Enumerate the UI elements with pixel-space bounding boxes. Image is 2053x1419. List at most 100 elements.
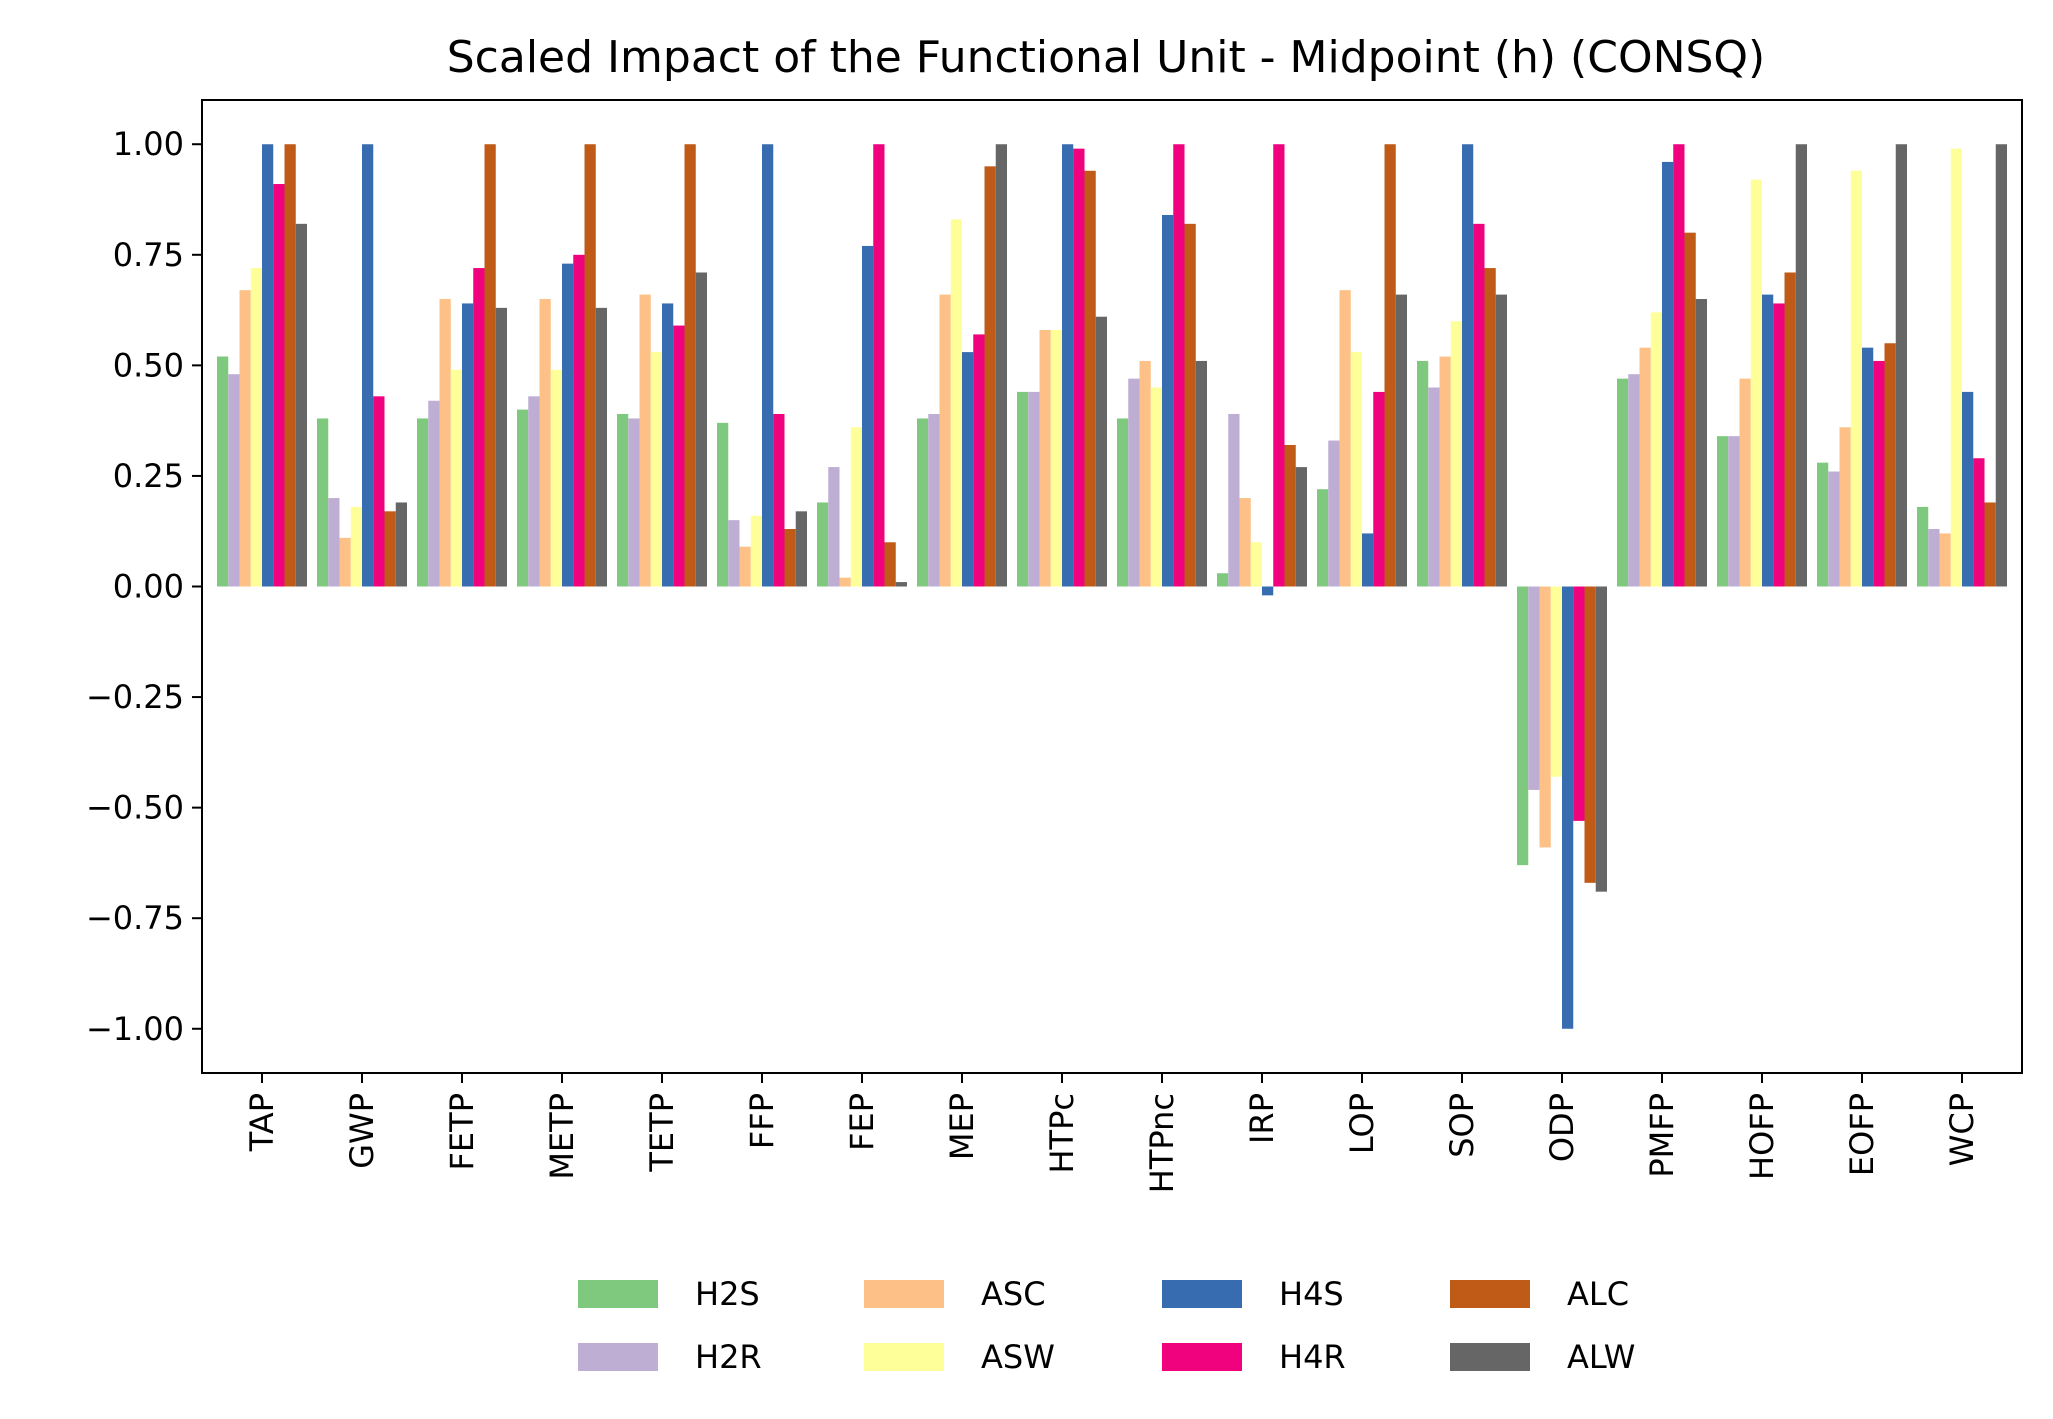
bar-alc-fetp (484, 144, 496, 587)
bar-asw-lop (1350, 352, 1362, 587)
bar-alw-tetp (695, 272, 707, 587)
bar-h4s-ffp (762, 144, 774, 587)
bar-h2s-irp (1217, 573, 1229, 587)
bar-h2r-fetp (428, 400, 440, 587)
x-tick-label: TETP (643, 1093, 681, 1173)
bar-h4r-tap (273, 184, 285, 587)
legend-label-h4s: H4S (1279, 1275, 1344, 1313)
bar-asw-gwp (350, 506, 362, 587)
bar-h4s-metp (562, 263, 574, 587)
bar-h2r-pmfp (1628, 374, 1640, 587)
bar-h4s-mep (962, 352, 974, 587)
bar-alc-mep (984, 166, 996, 587)
bar-h2s-tetp (617, 414, 629, 587)
bar-asw-hofp (1750, 179, 1762, 587)
bar-h4r-fep (873, 144, 885, 587)
bar-asw-fep (850, 427, 862, 587)
bar-asc-eofp (1839, 427, 1851, 587)
bar-alc-htpc (1084, 170, 1096, 587)
bar-h2r-tap (228, 374, 240, 587)
bar-h4s-pmfp (1662, 161, 1674, 587)
x-tick-label: HTPnc (1143, 1093, 1181, 1193)
x-tick-label: EOFP (1843, 1093, 1881, 1176)
bar-alc-wcp (1984, 502, 1996, 587)
y-tick-label: 0.50 (113, 346, 184, 384)
x-tick-label: WCP (1943, 1093, 1981, 1166)
bar-alc-eofp (1884, 343, 1896, 587)
y-tick-label: 0.25 (113, 457, 184, 495)
x-tick-label: IRP (1243, 1093, 1281, 1144)
x-tick-label: HOFP (1743, 1093, 1781, 1180)
bar-h4r-gwp (373, 396, 385, 587)
x-tick-label: MEP (943, 1093, 981, 1160)
bar-h2r-wcp (1928, 529, 1940, 587)
x-axis: TAP GWP FETP METP TETP FFP FEP MEP HTPc HTPnc IRP L… (243, 1073, 1981, 1193)
legend-label-h4r: H4R (1279, 1338, 1346, 1376)
y-tick-label: 0.00 (113, 568, 184, 606)
bar-h2r-lop (1328, 440, 1340, 587)
bar-h2s-lop (1317, 489, 1329, 587)
bar-h2r-htpnc (1128, 378, 1140, 587)
bar-asw-eofp (1850, 170, 1862, 587)
bar-h4r-htpnc (1173, 144, 1185, 587)
y-tick-label: −1.00 (86, 1010, 184, 1048)
legend-swatch-h2r (578, 1343, 658, 1371)
x-tick-label: FEP (843, 1093, 881, 1151)
legend-label-asw: ASW (981, 1338, 1055, 1376)
y-tick-label: −0.25 (86, 678, 184, 716)
bar-h2s-pmfp (1617, 378, 1629, 587)
bar-h2s-tap (217, 356, 229, 587)
bar-h2r-irp (1228, 414, 1240, 587)
bar-h4s-hofp (1762, 294, 1774, 587)
bar-h4r-pmfp (1673, 144, 1685, 587)
y-tick-label: 1.00 (113, 125, 184, 163)
bar-alw-fetp (495, 307, 507, 587)
bar-alw-mep (995, 144, 1007, 587)
bar-asw-mep (950, 219, 962, 587)
bar-h2s-wcp (1917, 506, 1929, 587)
bar-alw-metp (595, 307, 607, 587)
bars-group (217, 144, 2007, 1029)
x-tick-label: FFP (743, 1093, 781, 1149)
bar-h2r-ffp (728, 520, 740, 587)
bar-asw-htpc (1050, 329, 1062, 587)
bar-h4r-eofp (1873, 360, 1885, 587)
bar-alw-hofp (1795, 144, 1807, 587)
bar-h4s-tetp (662, 303, 674, 587)
bar-h2r-gwp (328, 498, 340, 587)
legend-label-alc: ALC (1567, 1275, 1629, 1313)
bar-alc-gwp (384, 511, 396, 587)
bar-h4s-wcp (1962, 391, 1974, 587)
bar-h4s-fep (862, 245, 874, 587)
bar-h2r-metp (528, 396, 540, 587)
bar-asw-fetp (450, 369, 462, 587)
bar-h2r-mep (928, 414, 940, 587)
bar-h4s-htpnc (1162, 214, 1174, 587)
bar-asc-sop (1439, 356, 1451, 587)
legend-swatch-asw (864, 1343, 944, 1371)
bar-asc-htpc (1039, 329, 1051, 587)
bar-asc-gwp (339, 537, 351, 587)
x-tick-label: SOP (1443, 1093, 1481, 1158)
bar-h2s-htpnc (1117, 418, 1129, 587)
legend-swatch-asc (864, 1280, 944, 1308)
bar-asc-hofp (1739, 378, 1751, 587)
bar-h4r-fetp (473, 268, 485, 587)
x-tick-label: METP (543, 1093, 581, 1180)
x-tick-label: FETP (443, 1093, 481, 1170)
bar-h4s-irp (1262, 586, 1274, 596)
bar-h4s-lop (1362, 533, 1374, 587)
bar-alc-pmfp (1684, 232, 1696, 587)
bar-h4r-htpc (1073, 148, 1085, 587)
bar-h4r-mep (973, 334, 985, 587)
bar-h4r-odp (1573, 586, 1585, 821)
bar-h2r-sop (1428, 387, 1440, 587)
legend: H2S H2R ASC ASW H4S H4R ALC ALW (578, 1275, 1635, 1376)
bar-asc-mep (939, 294, 951, 587)
y-axis: 1.00 0.75 0.50 0.25 0.00 −0.25 −0.50 −0.75 −1.00 (86, 125, 202, 1048)
bar-asw-wcp (1950, 148, 1962, 587)
bar-alw-lop (1395, 294, 1407, 587)
legend-swatch-h4r (1162, 1343, 1242, 1371)
bar-h2s-odp (1517, 586, 1529, 866)
bar-h2s-fetp (417, 418, 429, 587)
